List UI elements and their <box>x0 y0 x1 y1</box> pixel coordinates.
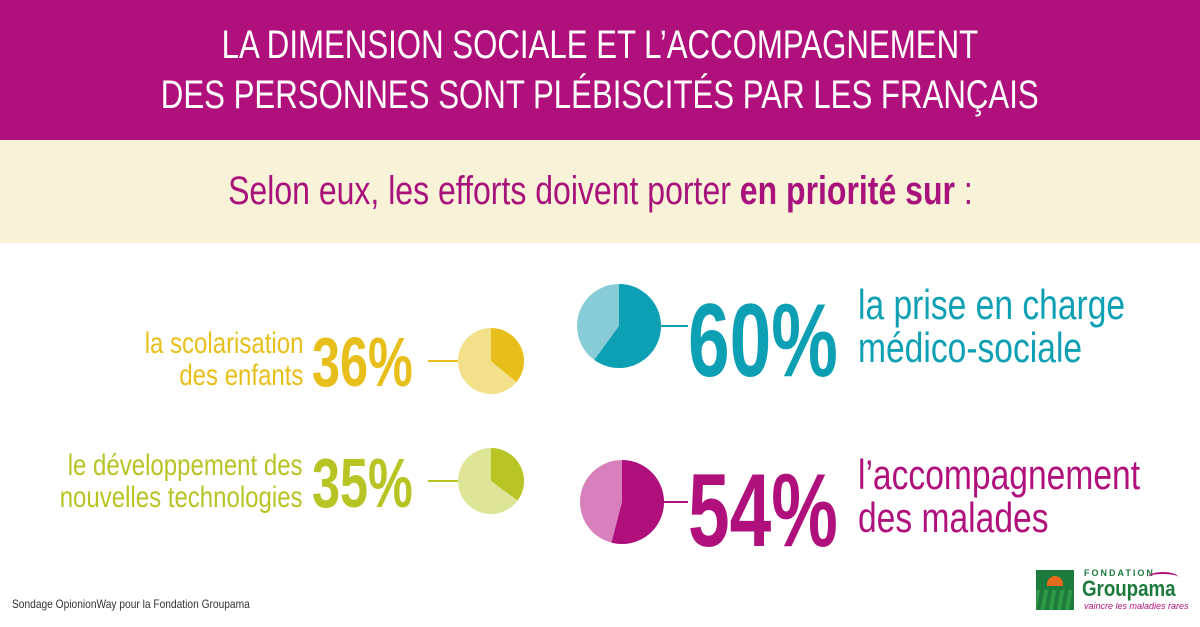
subtitle-emphasis: en priorité sur <box>739 169 955 213</box>
label-scolarisation: la scolarisation des enfants <box>144 328 303 392</box>
label-technologies-line-1: le développement des <box>68 449 303 482</box>
value-technologies: 35% <box>312 444 413 522</box>
pie-slice-technologies <box>491 448 524 501</box>
value-malades: 54% <box>688 453 838 569</box>
label-technologies-line-2: nouvelles technologies <box>60 481 303 514</box>
label-medico-line-2: médico-sociale <box>858 324 1083 371</box>
fondation-groupama-logo: FONDATION Groupama vaincre les maladies … <box>1036 568 1189 612</box>
logo-swoosh-icon <box>1148 572 1178 582</box>
label-medico: la prise en charge médico-sociale <box>858 283 1125 369</box>
subtitle: Selon eux, les efforts doivent porter en… <box>228 169 973 214</box>
title-line-2: DES PERSONNES SONT PLÉBISCITÉS PAR LES F… <box>161 73 1039 117</box>
label-scolarisation-line-1: la scolarisation <box>144 327 303 360</box>
subtitle-prefix: Selon eux, les efforts doivent porter <box>227 169 740 213</box>
value-medico: 60% <box>688 283 838 399</box>
label-scolarisation-line-2: des enfants <box>178 359 303 392</box>
source-note: Sondage OpionionWay pour la Fondation Gr… <box>12 597 250 611</box>
subtitle-band: Selon eux, les efforts doivent porter en… <box>0 140 1200 243</box>
value-scolarisation: 36% <box>312 323 413 401</box>
label-malades-line-2: des malades <box>858 494 1049 541</box>
title-banner: LA DIMENSION SOCIALE ET L’ACCOMPAGNEMENT… <box>0 0 1200 140</box>
label-malades: l’accompagnement des malades <box>858 453 1140 539</box>
logo-field-shape <box>1036 590 1074 610</box>
label-technologies: le développement des nouvelles technolog… <box>60 450 303 514</box>
logo-field-icon <box>1036 570 1074 610</box>
logo-sun-shape <box>1047 576 1063 586</box>
logo-fondation-text: FONDATION <box>1084 568 1155 578</box>
pie-slice-malades <box>611 460 665 544</box>
pie-slice-medico <box>594 284 661 368</box>
subtitle-suffix: : <box>954 169 973 213</box>
title-line-1: LA DIMENSION SOCIALE ET L’ACCOMPAGNEMENT <box>221 23 979 67</box>
logo-brand-text: Groupama <box>1082 576 1176 601</box>
logo-tagline: vaincre les maladies rares <box>1084 601 1189 611</box>
pie-slice-scolarisation <box>491 327 524 383</box>
label-medico-line-1: la prise en charge <box>858 281 1126 328</box>
label-malades-line-1: l’accompagnement <box>858 451 1141 498</box>
